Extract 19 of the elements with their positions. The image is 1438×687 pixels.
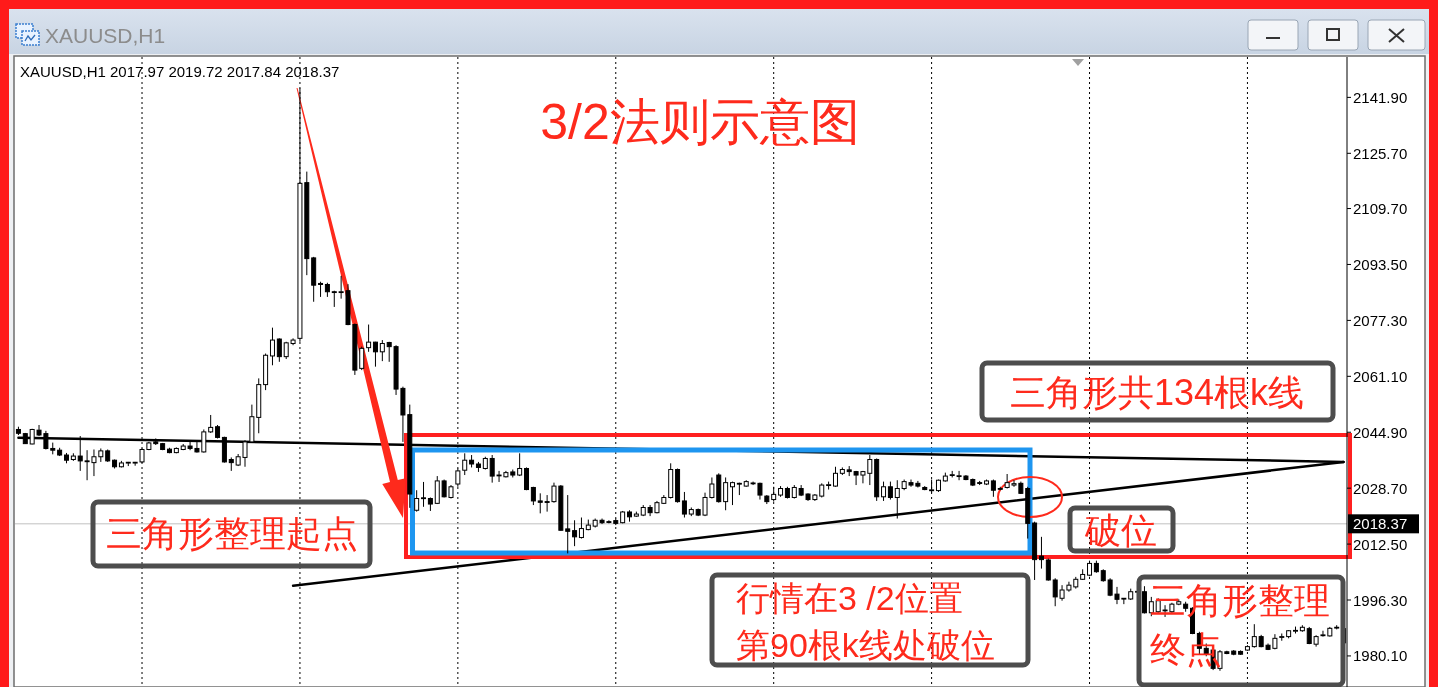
y-tick-label: 2044.90 (1353, 423, 1408, 441)
y-tick-label: 2077.30 (1353, 311, 1408, 329)
annotation: XAUUSD,H1 2017.97 2019.72 2017.84 2018.37 (20, 62, 340, 80)
text: XAUUSD,H1 (45, 23, 166, 47)
annotation: 破位 (1084, 509, 1157, 551)
annotation: 三角形整理起点 (106, 512, 358, 554)
annotation: 行情在3 /2位置第90根k线处破位 (736, 579, 995, 664)
y-tick-label: 1996.30 (1353, 591, 1408, 609)
y-tick-label: 2141.90 (1353, 88, 1408, 106)
annotation: 三角形共134根k线 (1009, 371, 1305, 413)
y-tick-label: 2093.50 (1353, 255, 1408, 273)
y-tick-label: 2061.10 (1353, 367, 1408, 385)
y-tick-label: 2125.70 (1353, 144, 1408, 162)
y-tick-label: 2028.70 (1353, 479, 1408, 497)
y-tick-label: 2012.50 (1353, 535, 1408, 553)
ref-line-label: 2018.37 (1353, 515, 1408, 533)
y-tick-label: 2109.70 (1353, 200, 1408, 218)
y-tick-label: 1980.10 (1353, 647, 1408, 665)
text: 3/2法则示意图 (540, 94, 860, 150)
